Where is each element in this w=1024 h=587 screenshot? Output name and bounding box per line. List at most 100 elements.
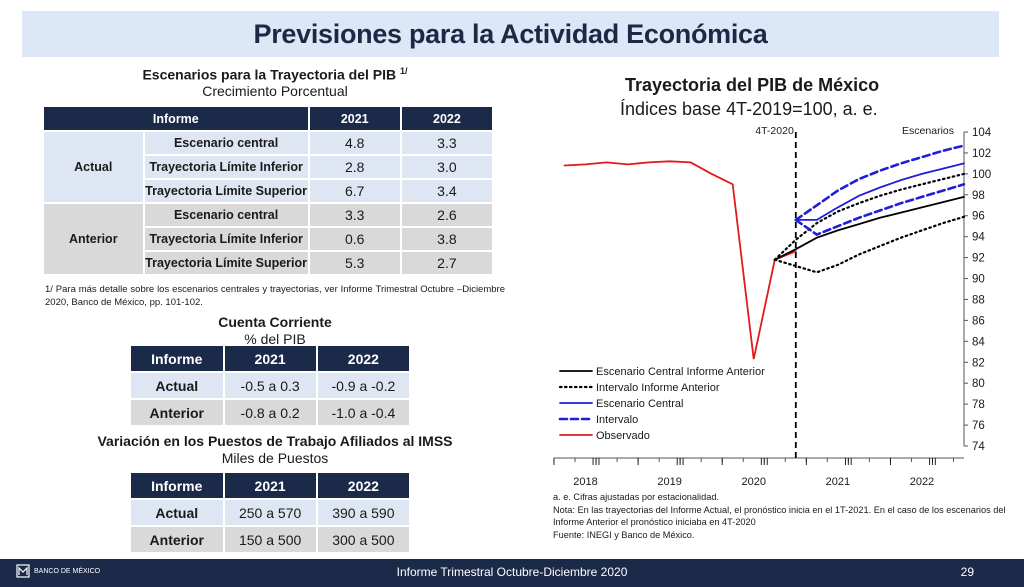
x-tick-label: I	[721, 456, 724, 468]
chart-title: Trayectoria del PIB de México	[625, 75, 880, 95]
banxico-logo-text: BANCO DE MÉXICO	[34, 567, 101, 575]
chart-notes: a. e. Cifras ajustadas por estacionalida…	[553, 491, 1013, 541]
cell-2021: 6.7	[309, 180, 400, 202]
cell-2021: 250 a 570	[224, 500, 316, 525]
cell-2022: 300 a 500	[317, 527, 409, 552]
y-tick-label: 102	[972, 148, 991, 160]
row-label: Anterior	[131, 527, 223, 552]
series-line	[773, 196, 965, 261]
table-row: Trayectoria Límite Superior 5.3 2.7	[44, 252, 492, 274]
page-number: 29	[960, 565, 974, 579]
table-row: Actual Escenario central 4.8 3.3	[44, 132, 492, 202]
row-label: Anterior	[131, 400, 223, 425]
pib-header-2021: 2021	[309, 107, 400, 130]
imss-table-header: Informe 2021 2022	[131, 473, 409, 498]
legend-label: Escenario Central Informe Anterior	[596, 366, 765, 378]
cell-2021: -0.5 a 0.3	[224, 373, 316, 398]
imss-header-2022: 2022	[317, 473, 409, 498]
row-label: Trayectoria Límite Superior	[144, 252, 308, 274]
table-row: Anterior Escenario central 3.3 2.6	[44, 204, 492, 274]
cell-2021: 0.6	[309, 228, 400, 250]
y-tick-label: 104	[972, 127, 992, 139]
pib-table-title-text: Escenarios para la Trayectoria del PIB	[142, 66, 397, 83]
cell-2021: 150 a 500	[224, 527, 316, 552]
cell-2021: 3.3	[309, 204, 400, 226]
chart-note-nota: Nota: En las trayectorias del Informe Ac…	[553, 504, 1006, 528]
pib-table-subtitle: Crecimiento Porcentual	[202, 83, 348, 99]
table-row: Actual -0.5 a 0.3 -0.9 a -0.2	[131, 373, 409, 398]
cell-2021: 4.8	[309, 132, 400, 154]
cc-table: Informe 2021 2022 Actual -0.5 a 0.3 -0.9…	[129, 344, 411, 427]
pib-group-actual: Actual	[44, 132, 143, 202]
cc-table-subtitle: % del PIB	[244, 331, 306, 347]
cell-2021: 2.8	[309, 156, 400, 178]
x-year-label: 2020	[742, 476, 766, 488]
slide-title: Previsiones para la Actividad Económica	[253, 18, 768, 49]
forecast-divider-label: 4T-2020	[755, 125, 794, 137]
y-tick-label: 78	[972, 399, 985, 411]
cc-header-2021: 2021	[224, 346, 316, 371]
y-tick-label: 90	[972, 274, 985, 286]
row-label: Escenario central	[144, 132, 308, 154]
pib-footnote: 1/ Para más detalle sobre los escenarios…	[45, 284, 505, 308]
cell-2021: -0.8 a 0.2	[224, 400, 316, 425]
legend-label: Intervalo Informe Anterior	[596, 382, 720, 394]
pib-table: Informe 2021 2022 Actual Escenario centr…	[42, 105, 494, 276]
cell-2022: 2.7	[401, 252, 492, 274]
x-year-label: 2022	[910, 476, 934, 488]
series-line	[563, 160, 797, 360]
chart-note-fuente: Fuente: INEGI y Banco de México.	[553, 529, 695, 540]
imss-table-title: Variación en los Puestos de Trabajo Afil…	[97, 433, 453, 449]
cell-2022: 3.0	[401, 156, 492, 178]
y-tick-label: 84	[972, 336, 985, 348]
pib-table-title: Escenarios para la Trayectoria del PIB 1…	[45, 66, 505, 83]
x-tick-label: III	[760, 456, 769, 468]
series-line	[773, 215, 966, 274]
x-year-label: 2018	[573, 476, 597, 488]
imss-table: Informe 2021 2022 Actual 250 a 570 390 a…	[129, 471, 411, 554]
row-label: Trayectoria Límite Inferior	[144, 228, 308, 250]
x-tick-label: I	[889, 456, 892, 468]
imss-header-2021: 2021	[224, 473, 316, 498]
cc-table-title: Cuenta Corriente	[218, 314, 332, 330]
cell-2022: 390 a 590	[317, 500, 409, 525]
y-tick-label: 80	[972, 378, 985, 390]
table-row: Anterior -0.8 a 0.2 -1.0 a -0.4	[131, 400, 409, 425]
cell-2022: -0.9 a -0.2	[317, 373, 409, 398]
pib-table-title-sup: 1/	[400, 66, 408, 76]
chart-subtitle: Índices base 4T-2019=100, a. e.	[620, 99, 878, 119]
x-tick-label: III	[844, 456, 853, 468]
imss-header-informe: Informe	[131, 473, 223, 498]
cell-2022: -1.0 a -0.4	[317, 400, 409, 425]
table-row: Trayectoria Límite Superior 6.7 3.4	[44, 180, 492, 202]
cell-2021: 5.3	[309, 252, 400, 274]
pib-table-header: Informe 2021 2022	[44, 107, 492, 130]
cell-2022: 2.6	[401, 204, 492, 226]
y-tick-label: 96	[972, 211, 985, 223]
row-label: Trayectoria Límite Inferior	[144, 156, 308, 178]
cell-2022: 3.3	[401, 132, 492, 154]
pib-group-anterior: Anterior	[44, 204, 143, 274]
cc-header-informe: Informe	[131, 346, 223, 371]
y-tick-label: 74	[972, 441, 985, 453]
legend-label: Observado	[596, 430, 650, 442]
table-row: Trayectoria Límite Inferior 2.8 3.0	[44, 156, 492, 178]
series-line	[794, 183, 966, 237]
y-tick-label: 88	[972, 294, 985, 306]
x-tick-label: I	[553, 456, 556, 468]
chart-note-ae: a. e. Cifras ajustadas por estacionalida…	[553, 492, 719, 502]
x-tick-label: I	[637, 456, 640, 468]
slide-footer: BANCO DE MÉXICO Informe Trimestral Octub…	[0, 559, 1024, 587]
row-label: Actual	[131, 500, 223, 525]
x-tick-label: I	[805, 456, 808, 468]
slide-title-bar: Previsiones para la Actividad Económica	[22, 11, 999, 57]
pib-header-2022: 2022	[401, 107, 492, 130]
footer-text: Informe Trimestral Octubre-Diciembre 202…	[396, 565, 628, 579]
x-tick-label: III	[676, 456, 685, 468]
table-row: Actual 250 a 570 390 a 590	[131, 500, 409, 525]
imss-table-subtitle: Miles de Puestos	[221, 450, 329, 466]
cell-2022: 3.8	[401, 228, 492, 250]
cell-2022: 3.4	[401, 180, 492, 202]
cc-header-2022: 2022	[317, 346, 409, 371]
